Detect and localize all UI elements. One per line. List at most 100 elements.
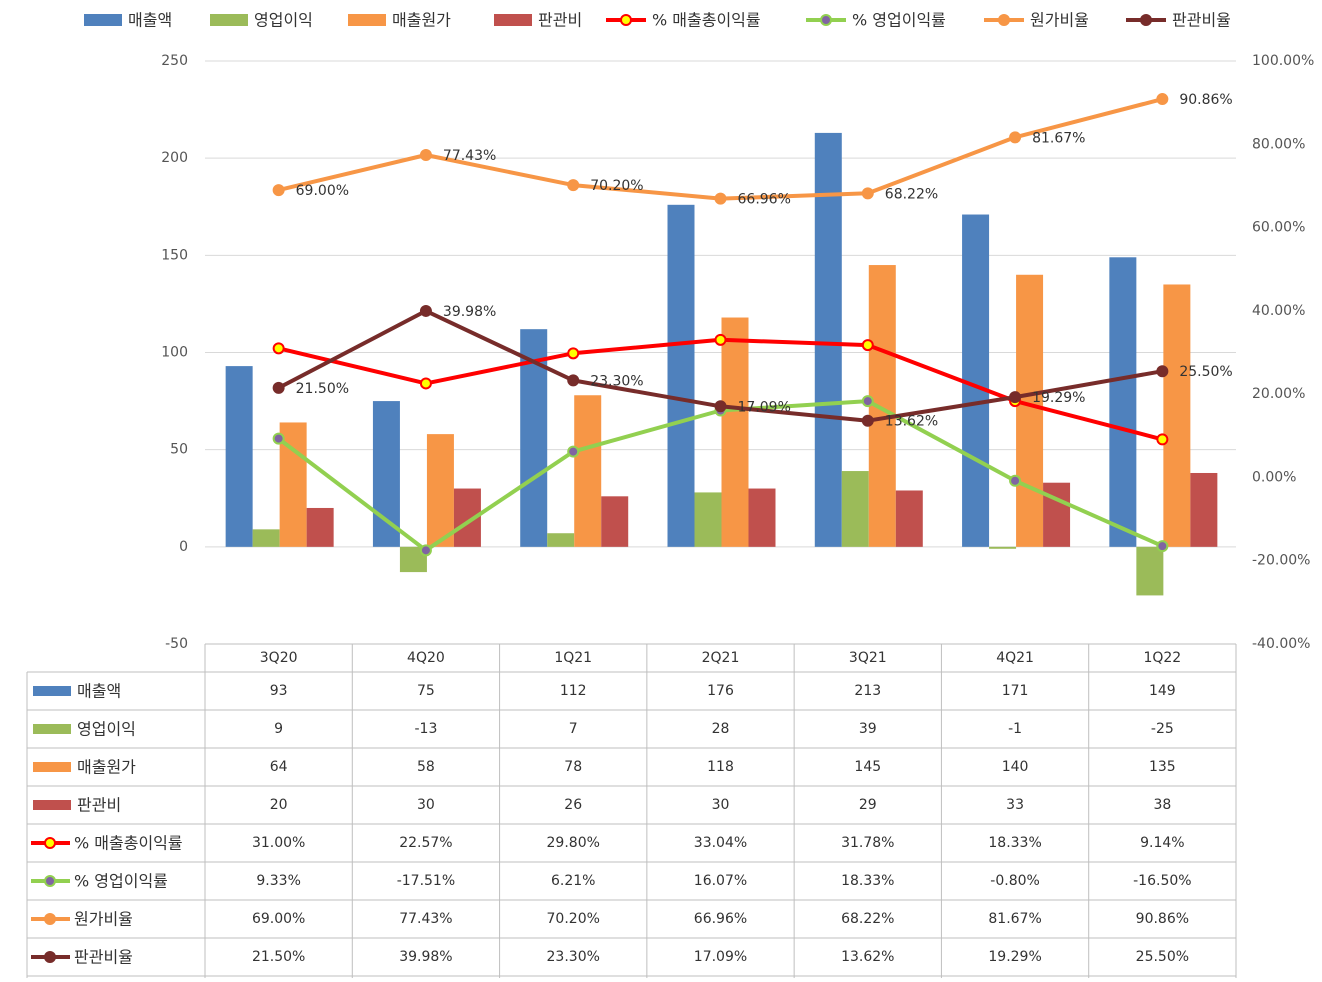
table-cell: 140 <box>1002 759 1029 775</box>
table-cell: 29 <box>859 797 877 813</box>
right-tick-label: 80.00% <box>1252 136 1305 152</box>
point-label: 19.29% <box>1032 390 1085 406</box>
right-tick-label: 0.00% <box>1252 469 1296 485</box>
table-cell: 58 <box>417 759 435 775</box>
bar <box>547 533 575 547</box>
bar <box>895 490 923 547</box>
bar <box>1043 482 1071 547</box>
category-label: 1Q22 <box>1143 650 1181 666</box>
bar-series <box>225 132 1137 547</box>
bar <box>814 132 842 547</box>
legend-marker <box>820 14 832 26</box>
category-label: 2Q21 <box>702 650 740 666</box>
series-marker <box>272 432 285 445</box>
series-marker <box>714 400 727 413</box>
bar <box>426 434 454 547</box>
point-label: 70.20% <box>590 178 643 194</box>
table-cell: 213 <box>854 683 881 699</box>
table-row: 판관비율 21.50% 39.98% 23.30% 17.09% 13.62% 19.29%… <box>31 948 1189 967</box>
series-marker <box>861 395 874 408</box>
point-label: 39.98% <box>443 304 496 320</box>
line-series <box>272 93 1169 205</box>
bar <box>694 492 722 547</box>
point-label: 21.50% <box>296 381 349 397</box>
series-line <box>278 97 1163 201</box>
table-cell: 69.00% <box>252 911 305 927</box>
table-cell: 16.07% <box>694 873 747 889</box>
row-name: % 매출총이익률 <box>74 834 183 853</box>
table-cell: 149 <box>1149 683 1176 699</box>
series-marker <box>567 445 580 458</box>
table-cell: 19.29% <box>988 949 1041 965</box>
table-row: 매출액 93 75 112 176 213 171 149 <box>33 682 1176 701</box>
table-row: 판관비 20 30 26 30 29 33 38 <box>33 796 1171 815</box>
series-marker <box>567 347 580 360</box>
legend-item: 매출원가 <box>348 11 451 30</box>
right-axis: -40.00% -20.00% 0.00% 20.00% 40.00% 60.00% 80.… <box>1252 53 1314 652</box>
bar <box>1109 257 1137 547</box>
point-label: 68.22% <box>885 186 938 202</box>
legend-label: % 영업이익률 <box>852 11 946 30</box>
bar <box>601 496 629 547</box>
bars <box>225 132 1218 596</box>
table-cell: 118 <box>707 759 734 775</box>
series-marker <box>419 544 432 557</box>
table-cell: 29.80% <box>547 835 600 851</box>
table-row: % 영업이익률 9.33% -17.51% 6.21% 16.07% 18.33% -0.8… <box>31 872 1192 891</box>
right-tick-label: -40.00% <box>1252 636 1310 652</box>
legend-label: 원가비율 <box>1030 11 1089 30</box>
table-cell: 33 <box>1006 797 1024 813</box>
table-cell: 20 <box>270 797 288 813</box>
gridlines <box>205 60 1236 645</box>
series-marker <box>1156 433 1169 446</box>
category-label: 4Q20 <box>407 650 445 666</box>
legend-marker <box>998 14 1010 26</box>
legend-item: 판관비율 <box>1126 11 1231 30</box>
point-label: 81.67% <box>1032 130 1085 146</box>
table-cell: 21.50% <box>252 949 305 965</box>
row-swatch <box>33 762 71 772</box>
row-name: % 영업이익률 <box>74 872 168 891</box>
table-cell: 25.50% <box>1136 949 1189 965</box>
series-marker <box>861 187 874 200</box>
legend-label: 판관비율 <box>1172 11 1231 30</box>
table-cell: 30 <box>712 797 730 813</box>
table-cell: 9 <box>274 721 283 737</box>
point-label: 17.09% <box>738 399 791 415</box>
series-marker <box>714 333 727 346</box>
series-marker <box>419 304 432 317</box>
series-marker <box>272 381 285 394</box>
bar <box>574 395 602 547</box>
table-cell: 38 <box>1153 797 1171 813</box>
point-label: 90.86% <box>1179 92 1232 108</box>
row-swatch <box>33 800 71 810</box>
table-cell: 31.00% <box>252 835 305 851</box>
right-tick-label: 20.00% <box>1252 386 1305 402</box>
series-marker <box>714 192 727 205</box>
right-tick-label: -20.00% <box>1252 553 1310 569</box>
table-cell: -0.80% <box>990 873 1040 889</box>
table-cell: 31.78% <box>841 835 894 851</box>
table-cell: 135 <box>1149 759 1176 775</box>
series-marker <box>419 148 432 161</box>
bar <box>372 401 400 547</box>
legend: 매출액 영업이익 매출원가 판관비 % 매출총이익률 % 영업이익률 원가비율 판관비율 <box>84 11 1231 30</box>
bar <box>1163 284 1191 547</box>
table-cell: -17.51% <box>397 873 455 889</box>
row-name: 매출액 <box>77 682 121 701</box>
series-marker <box>567 374 580 387</box>
legend-swatch <box>494 14 532 26</box>
legend-item: % 매출총이익률 <box>606 11 761 30</box>
legend-swatch <box>84 14 122 26</box>
legend-swatch <box>210 14 248 26</box>
series-marker <box>1009 474 1022 487</box>
series-marker <box>272 184 285 197</box>
table-cell: 18.33% <box>988 835 1041 851</box>
table-cell: 68.22% <box>841 911 894 927</box>
category-label: 3Q21 <box>849 650 887 666</box>
row-swatch <box>33 686 71 696</box>
table-cell: 78 <box>564 759 582 775</box>
right-tick-label: 40.00% <box>1252 303 1305 319</box>
table-cell: 176 <box>707 683 734 699</box>
table-cell: 90.86% <box>1136 911 1189 927</box>
